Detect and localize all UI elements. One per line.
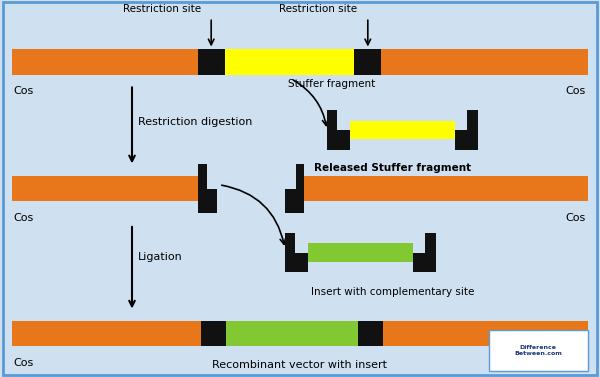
Bar (285, 164, 296, 188)
Bar (304, 176, 588, 201)
Bar (225, 49, 354, 75)
Bar (198, 49, 225, 75)
Bar (358, 321, 383, 346)
Bar (381, 49, 588, 75)
Bar (354, 49, 381, 75)
FancyBboxPatch shape (489, 330, 588, 371)
Text: Difference
Between.com: Difference Between.com (514, 345, 562, 356)
Text: Cos: Cos (566, 358, 586, 368)
Bar (206, 164, 217, 188)
Text: Recombinant vector with insert: Recombinant vector with insert (212, 360, 388, 370)
Text: Restriction digestion: Restriction digestion (138, 116, 253, 127)
Text: Insert with complementary site: Insert with complementary site (311, 287, 475, 297)
Text: Cos: Cos (566, 86, 586, 97)
Bar (201, 321, 226, 346)
Bar (413, 233, 436, 272)
Text: Released Stuffer fragment: Released Stuffer fragment (314, 163, 472, 173)
Bar (226, 321, 358, 346)
Bar (198, 164, 217, 213)
Bar (455, 110, 478, 150)
Bar (295, 233, 308, 253)
Bar (327, 110, 350, 150)
Text: Ligation: Ligation (138, 252, 183, 262)
Bar (350, 121, 455, 139)
Bar (285, 233, 308, 272)
Bar (12, 49, 198, 75)
Bar (455, 110, 467, 130)
Bar (285, 164, 304, 213)
Bar (308, 243, 413, 262)
Text: Cos: Cos (14, 358, 34, 368)
Bar (12, 176, 198, 201)
Bar (413, 233, 425, 253)
Text: Cos: Cos (14, 213, 34, 223)
Text: Stuffer fragment: Stuffer fragment (288, 79, 375, 89)
Text: Restriction site: Restriction site (123, 3, 201, 14)
Bar (337, 110, 350, 130)
Bar (12, 321, 201, 346)
Text: Cos: Cos (566, 213, 586, 223)
Text: Cos: Cos (14, 86, 34, 97)
Text: Restriction site: Restriction site (279, 3, 357, 14)
Bar (383, 321, 588, 346)
